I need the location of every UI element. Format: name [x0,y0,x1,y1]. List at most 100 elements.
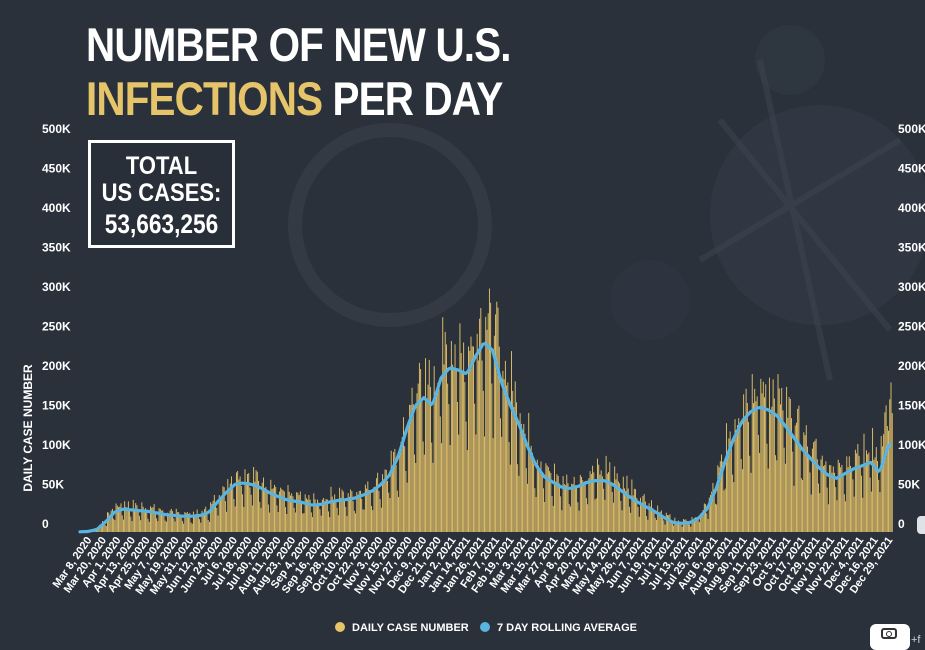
bar [746,389,747,532]
bar [564,484,565,532]
bar [288,485,289,532]
bar [692,517,693,532]
bar [568,483,569,532]
bar [234,499,235,532]
bar [246,482,247,532]
bar [285,507,286,532]
bar [441,443,442,532]
bar [140,520,141,532]
bar [135,503,136,532]
legend-label-daily: DAILY CASE NUMBER [352,622,469,634]
bar [509,442,510,532]
bar [835,487,836,532]
bar [333,500,334,532]
bar [173,518,174,532]
bar [599,475,600,532]
bar [759,453,760,532]
y-tick-left-3: 150K [42,399,71,413]
bar [794,486,795,532]
bar [800,444,801,532]
bar [248,473,249,532]
bar [834,473,835,532]
bar [807,447,808,532]
bar [311,512,312,532]
y-tick-left-5: 250K [42,320,71,334]
bar [138,510,139,532]
bar [410,405,411,532]
bar [396,465,397,532]
bar [420,369,421,532]
bar [114,520,115,532]
bar [588,478,589,532]
bar [852,479,853,532]
bar [487,330,488,532]
bar [469,351,470,532]
bar [491,384,492,533]
bar [584,482,585,532]
bar [818,484,819,532]
bar [319,509,320,532]
bar [374,487,375,532]
legend-label-rolling: 7 DAY ROLLING AVERAGE [497,622,637,634]
bar [459,323,460,532]
y-tick-right-7: 350K [898,241,925,255]
bar [221,496,222,532]
bar [113,519,114,532]
bar [823,466,824,532]
bar [669,514,670,532]
bar [854,497,855,532]
bar [380,499,381,532]
bar [335,501,336,532]
bar [166,522,167,532]
bar [544,502,545,532]
bar [736,430,737,532]
bar [572,484,573,532]
bar [305,494,306,532]
bar [370,491,371,532]
bar [871,492,872,532]
bar [297,493,298,532]
bar [418,384,419,532]
side-tab-button[interactable] [917,516,925,534]
bar [865,463,866,532]
bar [586,498,587,532]
bar [537,460,538,532]
bar [845,501,846,532]
bar [254,482,255,532]
bar [127,507,128,532]
bar [472,346,473,532]
bar [579,511,580,532]
bar [121,503,122,532]
bar [480,308,481,532]
bar [839,463,840,532]
bar [365,485,366,532]
y-tick-right-3: 150K [898,399,925,413]
bar [712,483,713,532]
bar [566,475,567,532]
bar [614,466,615,532]
bar [790,399,791,532]
bar [870,478,871,532]
bar [128,501,129,532]
legend-swatch-daily [335,622,345,632]
bar [392,469,393,532]
bar [879,492,880,532]
y-tick-left-4: 200K [42,359,71,373]
bar [598,465,599,532]
bar [361,499,362,532]
bar [270,480,271,532]
bar [249,487,250,532]
bar [318,503,319,532]
bar [222,486,223,532]
bar [560,496,561,532]
bar [354,511,355,532]
bar [261,508,262,532]
bar [458,435,459,532]
bar [425,358,426,532]
bar [769,378,770,532]
bar [855,450,856,532]
bar [294,508,295,532]
bar [743,394,744,532]
